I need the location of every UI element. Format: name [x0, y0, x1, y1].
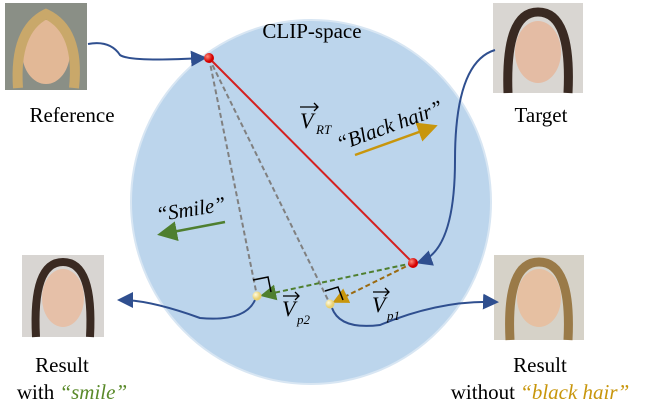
result-point [326, 300, 335, 309]
diagram: CLIP-space “Black hair” “Smile” [0, 0, 645, 408]
reference-image [5, 3, 87, 90]
result-caption: without “black hair” [451, 380, 630, 404]
result-title: Result [513, 353, 567, 377]
target-label: Target [515, 103, 568, 127]
reference-label: Reference [29, 103, 114, 127]
vector-subscript: RT [315, 122, 332, 137]
caption-keyword: “black hair” [520, 380, 629, 404]
result-left-image [22, 255, 104, 337]
caption-prefix: with [17, 380, 55, 404]
result-right-image [494, 255, 584, 340]
result-caption: with “smile” [17, 380, 127, 404]
vector-subscript: p2 [296, 312, 311, 327]
target-image [493, 3, 583, 93]
result-title: Result [35, 353, 89, 377]
vector-subscript: p1 [386, 308, 400, 323]
space-label: CLIP-space [262, 19, 361, 43]
reference-point [204, 53, 214, 63]
connector [88, 43, 203, 59]
caption-keyword: “smile” [59, 380, 127, 404]
caption-prefix: without [451, 380, 515, 404]
result-point [253, 292, 262, 301]
target-point [408, 258, 418, 268]
